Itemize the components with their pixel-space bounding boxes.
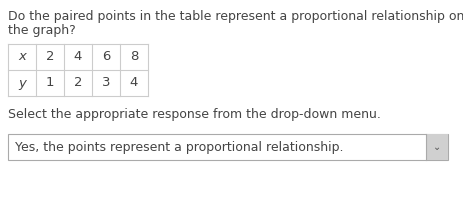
Text: ⌄: ⌄: [432, 142, 440, 152]
Text: Do the paired points in the table represent a proportional relationship on: Do the paired points in the table repres…: [8, 10, 463, 23]
Text: 2: 2: [74, 77, 82, 89]
Text: 3: 3: [101, 77, 110, 89]
Text: the graph?: the graph?: [8, 24, 75, 37]
Text: 2: 2: [46, 50, 54, 63]
Text: 1: 1: [46, 77, 54, 89]
Bar: [8, 134, 447, 160]
Text: 8: 8: [130, 50, 138, 63]
Text: x: x: [18, 50, 26, 63]
Text: 4: 4: [74, 50, 82, 63]
Text: Select the appropriate response from the drop-down menu.: Select the appropriate response from the…: [8, 108, 380, 121]
Text: Yes, the points represent a proportional relationship.: Yes, the points represent a proportional…: [15, 141, 343, 153]
Text: 4: 4: [130, 77, 138, 89]
Text: y: y: [18, 77, 26, 89]
Bar: [425, 134, 447, 160]
Text: 6: 6: [101, 50, 110, 63]
